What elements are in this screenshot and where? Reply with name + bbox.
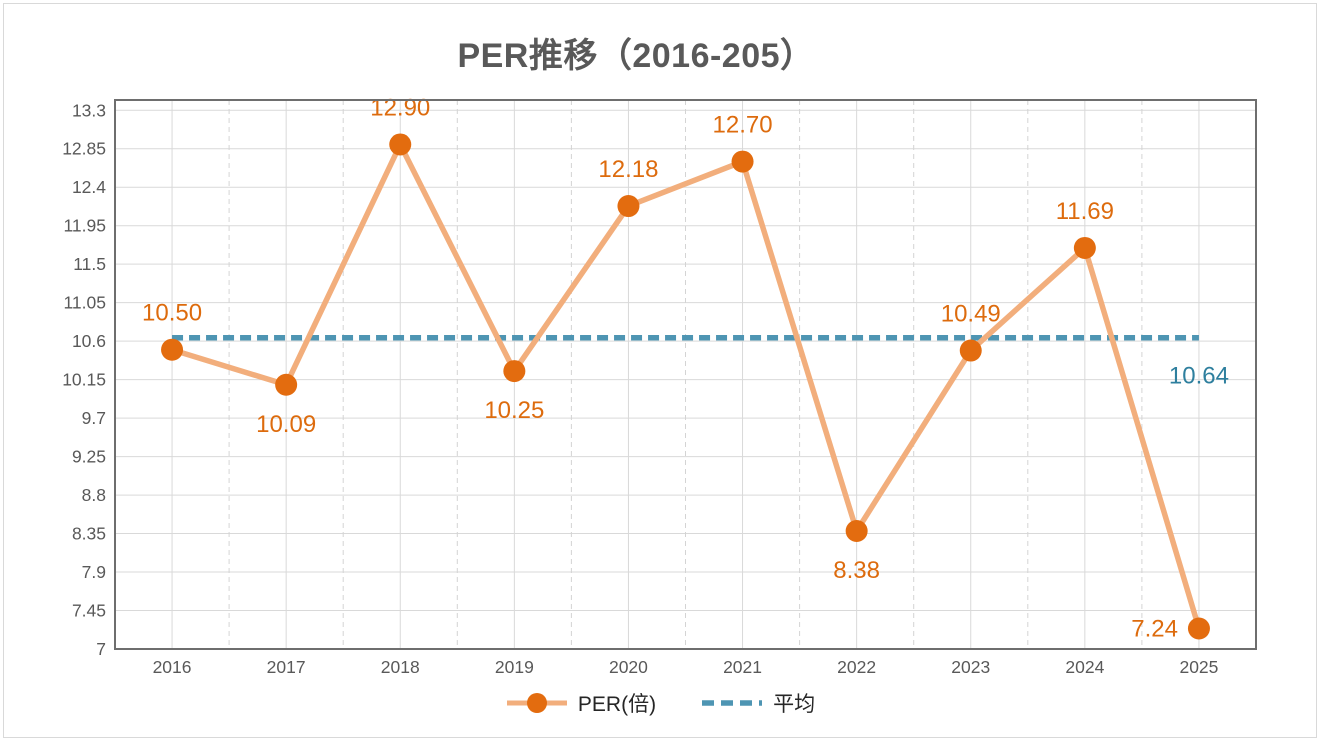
y-axis-tick-label: 12.85 — [62, 139, 106, 159]
x-axis-tick-label: 2024 — [1065, 657, 1104, 677]
x-axis-tick-label: 2020 — [609, 657, 648, 677]
y-axis-tick-label: 11.5 — [73, 254, 106, 274]
data-point-label: 7.24 — [1131, 615, 1178, 642]
data-point-label: 10.49 — [941, 301, 1001, 328]
data-point-label: 10.25 — [484, 397, 544, 424]
x-axis-tick-label: 2023 — [951, 657, 990, 677]
data-point-marker — [1187, 617, 1210, 640]
y-axis-tick-label: 11.05 — [64, 293, 107, 313]
chart-title: PER推移（2016-205） — [457, 37, 815, 75]
data-point-label: 11.69 — [1056, 198, 1114, 225]
legend-label-per: PER(倍) — [577, 693, 657, 716]
x-axis-tick-label: 2019 — [495, 657, 534, 677]
y-axis-tick-label: 10.15 — [62, 370, 106, 390]
data-point-marker — [389, 133, 412, 156]
data-point-marker — [1073, 236, 1096, 259]
data-point-label: 12.70 — [713, 112, 773, 139]
y-axis-tick-label: 12.4 — [72, 177, 106, 197]
data-point-marker — [503, 360, 526, 383]
y-axis-tick-label: 10.6 — [72, 331, 106, 351]
y-axis-tick-label: 8.35 — [72, 524, 106, 544]
legend-label-average: 平均 — [773, 693, 816, 716]
data-point-marker — [161, 338, 184, 361]
data-point-marker — [959, 339, 982, 362]
data-point-marker — [731, 150, 754, 173]
y-axis-tick-label: 7.45 — [72, 601, 106, 621]
data-point-marker — [275, 373, 298, 396]
y-axis-tick-label: 7.9 — [82, 562, 106, 582]
y-axis-tick-label: 8.8 — [82, 485, 106, 505]
y-axis-tick-label: 7 — [96, 639, 106, 659]
data-point-label: 12.90 — [370, 94, 430, 121]
data-point-marker — [617, 195, 640, 218]
legend-item-per: PER(倍) — [505, 688, 656, 718]
x-axis-tick-label: 2025 — [1179, 657, 1218, 677]
y-axis-tick-label: 9.7 — [82, 408, 106, 428]
x-axis-tick-label: 2021 — [723, 657, 762, 677]
y-axis-tick-label: 11.95 — [64, 216, 107, 236]
data-point-label: 8.38 — [833, 557, 880, 584]
legend-item-average: 平均 — [700, 688, 815, 718]
data-point-label: 12.18 — [598, 156, 658, 183]
chart-legend: PER(倍) 平均 — [0, 688, 1320, 718]
data-point-marker — [845, 519, 868, 542]
x-axis-tick-label: 2017 — [267, 657, 306, 677]
y-axis-tick-label: 9.25 — [72, 447, 106, 467]
y-axis-tick-label: 13.3 — [72, 100, 106, 120]
average-data-label: 10.64 — [1169, 363, 1229, 390]
average-series-dashed-line-icon — [702, 700, 763, 706]
data-point-label: 10.50 — [142, 300, 202, 327]
per-series-line-marker-icon — [506, 693, 567, 713]
x-axis-tick-label: 2022 — [837, 657, 876, 677]
data-point-label: 10.09 — [256, 411, 316, 438]
x-axis-tick-label: 2018 — [381, 657, 420, 677]
x-axis-tick-label: 2016 — [153, 657, 192, 677]
plot-border — [114, 99, 1257, 650]
per-series-line — [169, 141, 1202, 632]
